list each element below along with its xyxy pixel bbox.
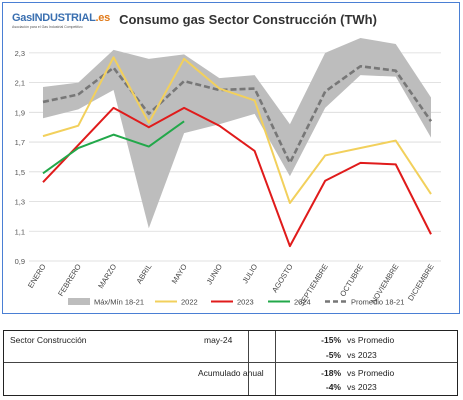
x-tick-label: ABRIL	[134, 262, 153, 285]
y-tick-label: 1,1	[15, 227, 25, 236]
line-chart: 0,9 1,1 1,3 1,5 1,7 1,9 2,1 2,3 ENERO FEBRERO MARZ…	[15, 38, 441, 308]
x-tick-label: DICIEMBRE	[406, 262, 436, 302]
x-tick-label: JUNIO	[205, 262, 225, 286]
table-divider	[275, 331, 276, 395]
row-text: vs Promedio	[347, 368, 395, 378]
y-tick-label: 2,1	[15, 79, 25, 88]
legend-item: Promedio 18-21	[325, 298, 404, 307]
x-tick-label: AGOSTO	[270, 262, 295, 294]
series-line-2024	[42, 120, 185, 175]
series-line-promedio-18-21	[42, 64, 433, 165]
legend-label: 2022	[181, 298, 198, 307]
logo-tagline: Asociación para el Gas Industrial Compet…	[12, 25, 83, 29]
y-tick-label: 2,3	[15, 49, 25, 58]
table-period: may-24	[204, 335, 233, 345]
legend-swatch	[68, 298, 90, 305]
y-tick-label: 1,7	[15, 138, 25, 147]
row-text: vs Promedio	[347, 335, 395, 345]
series-line-2022	[42, 56, 432, 205]
legend-item: 2024	[268, 298, 311, 307]
row-value: -4%	[325, 382, 341, 392]
x-tick-label: MAYO	[170, 262, 189, 285]
chart-title: Consumo gas Sector Construcción (TWh)	[119, 12, 377, 27]
table-divider	[4, 362, 457, 363]
table-sector-label: Sector Construcción	[10, 335, 87, 345]
minmax-band	[43, 38, 431, 229]
y-tick-label: 0,9	[15, 257, 25, 266]
row-text: vs 2023	[347, 350, 377, 360]
y-tick-label: 1,5	[15, 168, 25, 177]
legend-label: Promedio 18-21	[351, 298, 404, 307]
x-tick-label: ENERO	[26, 262, 48, 290]
legend-item: 2023	[211, 298, 254, 307]
row-value: -5%	[325, 350, 341, 360]
gasindustrial-logo: GasINDUSTRIAL.es Asociación para el Gas …	[12, 12, 110, 42]
x-tick-label: MARZO	[96, 262, 118, 290]
row-text: vs 2023	[347, 382, 377, 392]
y-tick-label: 1,9	[15, 108, 25, 117]
y-tick-label: 1,3	[15, 198, 25, 207]
row-value: -18%	[321, 368, 341, 378]
chart-panel: GasINDUSTRIAL.es Asociación para el Gas …	[2, 2, 460, 314]
series-line-2023	[42, 106, 432, 248]
legend-label: 2023	[237, 298, 254, 307]
summary-table: Sector Construcción may-24 Acumulado anu…	[3, 330, 458, 396]
legend-item: 2022	[155, 298, 198, 307]
x-tick-label: JULIO	[240, 262, 259, 285]
x-tick-label: OCTUBRE	[338, 262, 365, 298]
legend-item: Máx/Mín 18-21	[68, 298, 144, 307]
legend-label: 2024	[294, 298, 311, 307]
logo-text: GasINDUSTRIAL.es	[12, 12, 110, 24]
legend-label: Máx/Mín 18-21	[94, 298, 144, 307]
table-accum-label: Acumulado anual	[198, 368, 264, 378]
row-value: -15%	[321, 335, 341, 345]
table-divider	[248, 331, 249, 395]
x-tick-label: FEBRERO	[56, 262, 83, 298]
